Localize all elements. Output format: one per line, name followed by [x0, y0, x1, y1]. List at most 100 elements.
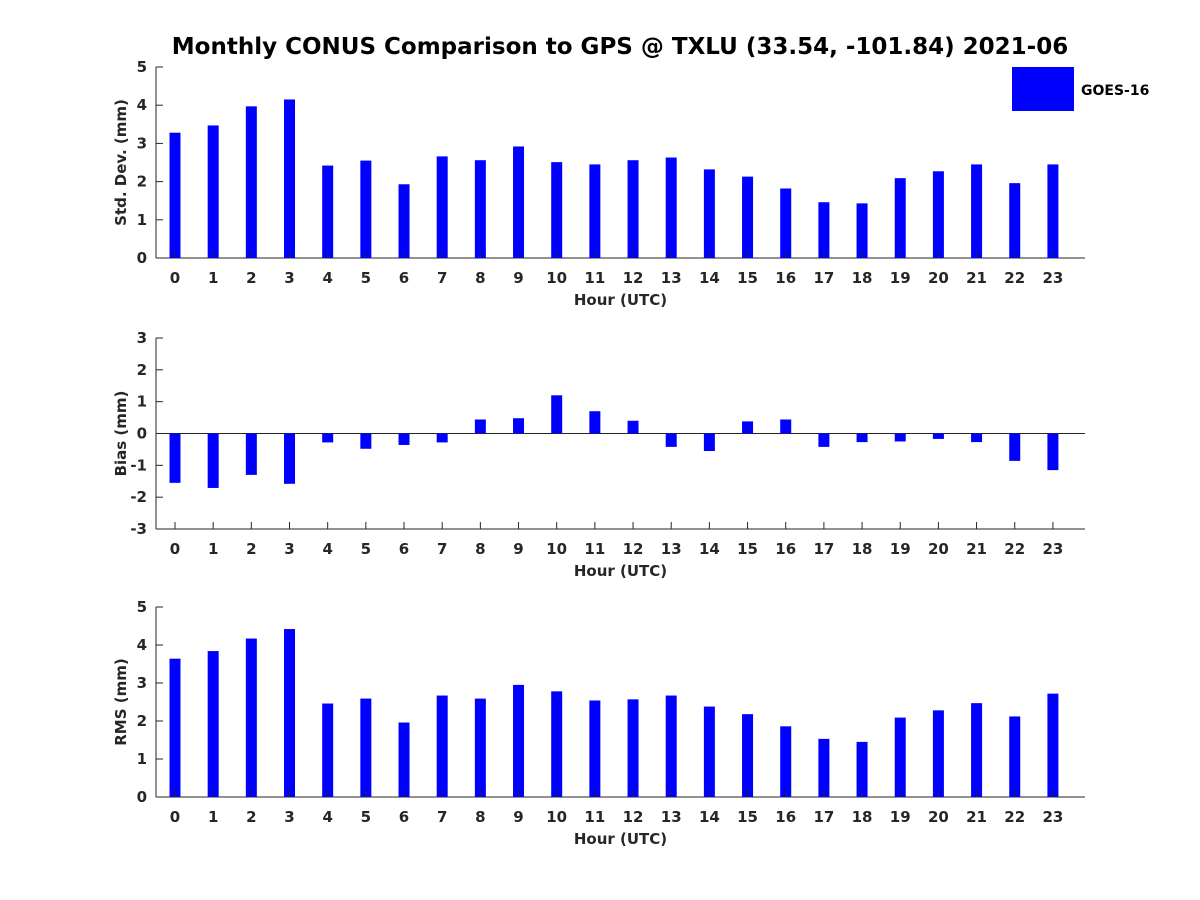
- bar: [932, 710, 944, 797]
- x-tick-label: 1: [208, 808, 218, 826]
- x-tick-label: 18: [852, 540, 873, 558]
- x-tick-label: 23: [1042, 540, 1063, 558]
- bar: [284, 629, 296, 797]
- x-tick-label: 9: [513, 269, 523, 287]
- bar: [245, 433, 257, 475]
- bar: [742, 714, 754, 797]
- bar: [245, 106, 257, 258]
- x-tick-label: 12: [623, 269, 644, 287]
- x-tick-label: 19: [890, 269, 911, 287]
- x-tick-label: 18: [852, 269, 873, 287]
- x-tick-label: 0: [170, 540, 180, 558]
- bar: [474, 698, 486, 797]
- bar: [780, 188, 792, 258]
- x-tick-label: 22: [1004, 269, 1025, 287]
- legend: GOES-16: [1012, 67, 1149, 111]
- y-tick-label: 3: [137, 134, 147, 152]
- bar: [436, 156, 448, 258]
- x-tick-label: 0: [170, 808, 180, 826]
- x-tick-label: 17: [813, 269, 834, 287]
- x-tick-label: 12: [623, 808, 644, 826]
- bar: [703, 433, 715, 452]
- y-axis-label: Bias (mm): [112, 391, 130, 477]
- y-tick-label: 3: [137, 329, 147, 347]
- bar: [207, 433, 219, 488]
- x-tick-label: 23: [1042, 808, 1063, 826]
- bar: [1009, 433, 1021, 461]
- bar: [322, 165, 334, 258]
- x-tick-label: 21: [966, 808, 987, 826]
- bar: [665, 433, 677, 447]
- bar: [551, 691, 563, 797]
- bar: [322, 433, 334, 443]
- bar: [360, 698, 372, 797]
- x-tick-label: 22: [1004, 808, 1025, 826]
- x-tick-label: 11: [584, 540, 605, 558]
- y-tick-label: -3: [130, 520, 147, 538]
- x-tick-label: 6: [399, 540, 409, 558]
- bar: [284, 433, 296, 484]
- bar: [169, 433, 181, 483]
- y-tick-label: 1: [137, 393, 147, 411]
- x-tick-label: 9: [513, 808, 523, 826]
- x-tick-label: 13: [661, 540, 682, 558]
- bar: [742, 176, 754, 258]
- x-tick-label: 5: [361, 540, 371, 558]
- x-tick-label: 22: [1004, 540, 1025, 558]
- x-tick-label: 1: [208, 540, 218, 558]
- x-tick-label: 6: [399, 269, 409, 287]
- bar: [398, 184, 410, 258]
- x-tick-label: 8: [475, 269, 485, 287]
- x-tick-label: 18: [852, 808, 873, 826]
- bar: [589, 164, 601, 258]
- x-axis-label: Hour (UTC): [574, 830, 667, 848]
- y-tick-label: 4: [137, 96, 147, 114]
- bar: [207, 651, 219, 797]
- bar: [894, 717, 906, 797]
- bar: [169, 132, 181, 258]
- x-tick-label: 12: [623, 540, 644, 558]
- bar: [971, 164, 983, 258]
- y-tick-label: 0: [137, 788, 147, 806]
- x-tick-label: 15: [737, 808, 758, 826]
- y-axis-label: RMS (mm): [112, 658, 130, 745]
- x-tick-label: 7: [437, 808, 447, 826]
- bar: [627, 420, 639, 434]
- x-tick-label: 11: [584, 269, 605, 287]
- x-tick-label: 2: [246, 540, 256, 558]
- x-tick-label: 20: [928, 540, 949, 558]
- bar: [169, 658, 181, 797]
- bar: [894, 178, 906, 258]
- bar: [665, 695, 677, 797]
- y-tick-label: 1: [137, 211, 147, 229]
- x-tick-label: 3: [284, 540, 294, 558]
- bar: [1047, 433, 1059, 471]
- x-tick-label: 5: [361, 808, 371, 826]
- x-tick-label: 19: [890, 540, 911, 558]
- x-tick-label: 2: [246, 808, 256, 826]
- x-tick-label: 4: [322, 808, 332, 826]
- x-tick-label: 14: [699, 269, 720, 287]
- y-tick-label: -2: [130, 488, 147, 506]
- y-tick-label: 4: [137, 636, 147, 654]
- x-tick-label: 3: [284, 269, 294, 287]
- x-tick-label: 23: [1042, 269, 1063, 287]
- x-tick-label: 15: [737, 269, 758, 287]
- x-tick-label: 4: [322, 540, 332, 558]
- bar: [322, 703, 334, 797]
- bar: [894, 433, 906, 442]
- x-tick-label: 20: [928, 269, 949, 287]
- bar: [1047, 693, 1059, 797]
- bar: [513, 146, 525, 258]
- bar: [1047, 164, 1059, 258]
- x-tick-label: 7: [437, 269, 447, 287]
- x-tick-label: 10: [546, 808, 567, 826]
- legend-swatch: [1012, 67, 1074, 111]
- x-tick-label: 1: [208, 269, 218, 287]
- x-tick-label: 5: [361, 269, 371, 287]
- bar: [1009, 716, 1021, 797]
- y-tick-label: 3: [137, 674, 147, 692]
